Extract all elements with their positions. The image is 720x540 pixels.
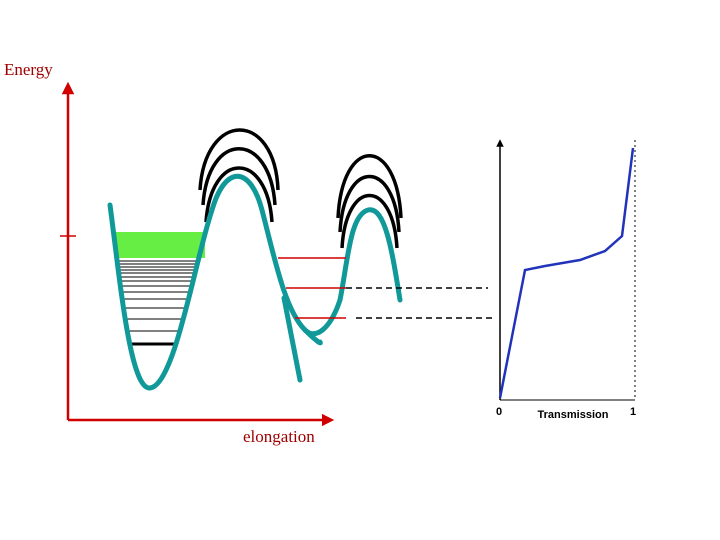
x-axis-label: Transmission bbox=[538, 409, 609, 421]
occupied-band bbox=[115, 232, 205, 258]
energy-axes bbox=[60, 81, 335, 427]
transmission-axes bbox=[496, 139, 636, 401]
x-start-label: 0 bbox=[496, 406, 502, 418]
dashed-links bbox=[346, 287, 496, 319]
elongation-label: elongation bbox=[243, 427, 315, 446]
energy-levels bbox=[117, 260, 197, 346]
barrier-arcs bbox=[198, 128, 403, 249]
resonance-levels bbox=[278, 257, 346, 319]
x-end-label: 1 bbox=[630, 406, 636, 418]
potential-curve bbox=[107, 174, 403, 391]
energy-label: Energy bbox=[4, 60, 53, 79]
transmission-curve bbox=[498, 147, 635, 399]
